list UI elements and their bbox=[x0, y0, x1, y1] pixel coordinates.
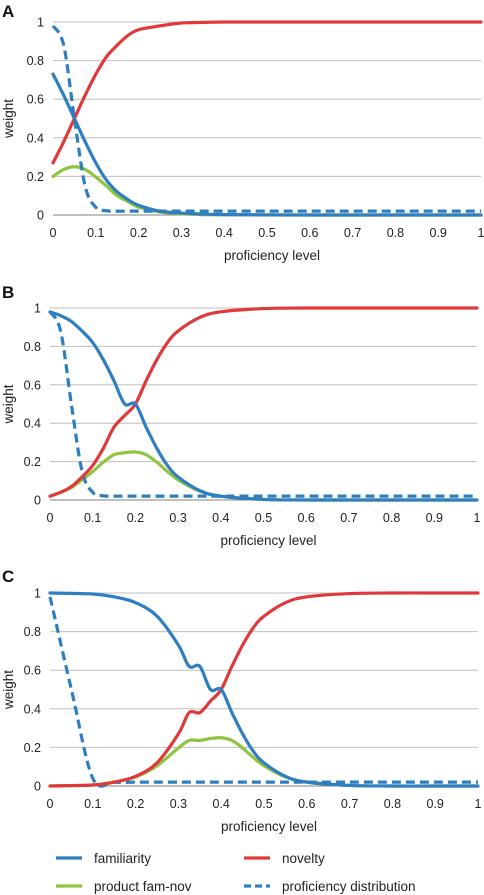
y-tick-label: 1 bbox=[34, 587, 41, 601]
y-tick-label: 0.2 bbox=[24, 455, 41, 469]
x-tick-label: 0.4 bbox=[216, 226, 233, 240]
x-tick-label: 0.6 bbox=[298, 511, 315, 525]
x-tick-label: 0 bbox=[47, 511, 54, 525]
panel-c: C 0 0.2 0.4 0.6 0.8 1 0 0.1 0.2 0.3 0.4 0.5 0.6 0.7 0.8… bbox=[1, 567, 482, 834]
y-tick-label: 0.8 bbox=[24, 625, 41, 639]
x-tick-label: 0.7 bbox=[341, 797, 358, 811]
x-tick-label: 0.4 bbox=[213, 797, 230, 811]
y-tick-label: 0.6 bbox=[27, 93, 44, 107]
legend-label: familiarity bbox=[94, 851, 151, 866]
panel-letter: C bbox=[2, 567, 14, 586]
legend-label: novelty bbox=[282, 851, 325, 866]
x-tick-label: 0 bbox=[47, 797, 54, 811]
y-tick-label: 0.2 bbox=[24, 741, 41, 755]
x-tick-label: 0 bbox=[50, 226, 57, 240]
y-tick-label: 0.6 bbox=[24, 664, 41, 678]
legend-item-familiarity: familiarity bbox=[56, 851, 151, 866]
series-line-product-fam-nov bbox=[48, 450, 479, 502]
y-tick-label: 0.2 bbox=[27, 170, 44, 184]
x-tick-label: 0.7 bbox=[340, 511, 357, 525]
x-tick-label: 0.3 bbox=[169, 511, 186, 525]
series-line-proficiency-distribution bbox=[51, 24, 481, 213]
x-tick-label: 0.6 bbox=[298, 797, 315, 811]
x-tick-label: 0.6 bbox=[301, 226, 318, 240]
x-axis-title: proficiency level bbox=[220, 533, 316, 548]
legend-item-proficiency-distribution: proficiency distribution bbox=[244, 879, 416, 894]
x-tick-label: 0.4 bbox=[212, 511, 229, 525]
legend-label: proficiency distribution bbox=[282, 879, 416, 894]
x-tick-label: 0.5 bbox=[255, 511, 272, 525]
series-line-familiarity bbox=[51, 72, 483, 217]
series-line-novelty bbox=[51, 20, 483, 165]
y-tick-label: 0.8 bbox=[27, 54, 44, 68]
x-tick-label: 0.7 bbox=[344, 226, 361, 240]
x-tick-label: 0.8 bbox=[383, 511, 400, 525]
series-line-familiarity bbox=[48, 310, 479, 502]
y-tick-label: 0.4 bbox=[27, 131, 44, 145]
legend-item-novelty: novelty bbox=[244, 851, 325, 866]
y-tick-label: 0.8 bbox=[24, 340, 41, 354]
x-tick-label: 1 bbox=[478, 226, 484, 240]
x-tick-label: 0.1 bbox=[87, 226, 104, 240]
panel-letter: A bbox=[2, 2, 14, 21]
x-tick-label: 1 bbox=[474, 511, 481, 525]
x-tick-label: 0.2 bbox=[127, 511, 144, 525]
x-tick-label: 0.2 bbox=[130, 226, 147, 240]
y-tick-label: 0.6 bbox=[24, 378, 41, 392]
panel-letter: B bbox=[2, 283, 14, 302]
series-line-proficiency-distribution bbox=[48, 310, 477, 498]
x-tick-label: 0.9 bbox=[427, 797, 444, 811]
panel-a: A 0 0.2 0.4 0.6 0.8 1 0 0.1 0.2 0.3 0.4 0.5 0.6 0.7 0.8… bbox=[1, 2, 484, 263]
y-axis-title: weight bbox=[1, 384, 16, 424]
series-line-familiarity bbox=[48, 591, 480, 788]
y-axis-title: weight bbox=[1, 670, 16, 710]
panels: A 0 0.2 0.4 0.6 0.8 1 0 0.1 0.2 0.3 0.4 0.5 0.6 0.7 0.8… bbox=[1, 2, 484, 834]
x-tick-label: 0.8 bbox=[384, 797, 401, 811]
series-line-proficiency-distribution bbox=[48, 596, 478, 788]
series-line-novelty bbox=[48, 591, 480, 788]
y-tick-label: 0 bbox=[34, 780, 41, 794]
x-tick-label: 0.9 bbox=[426, 511, 443, 525]
legend: familiarity novelty product fam-nov profici… bbox=[56, 851, 416, 894]
x-tick-label: 0.1 bbox=[84, 797, 101, 811]
x-tick-label: 0.1 bbox=[84, 511, 101, 525]
x-tick-label: 0.5 bbox=[258, 226, 275, 240]
x-tick-label: 1 bbox=[475, 797, 482, 811]
x-tick-label: 0.3 bbox=[173, 226, 190, 240]
y-tick-label: 1 bbox=[37, 16, 44, 30]
x-axis-title: proficiency level bbox=[221, 819, 317, 834]
series-line-novelty bbox=[48, 306, 479, 498]
x-axis-title: proficiency level bbox=[224, 248, 320, 263]
x-tick-label: 0.3 bbox=[170, 797, 187, 811]
legend-item-product-fam-nov: product fam-nov bbox=[56, 879, 192, 894]
y-axis-title: weight bbox=[1, 99, 16, 139]
x-tick-label: 0.8 bbox=[387, 226, 404, 240]
x-tick-label: 0.2 bbox=[127, 797, 144, 811]
y-tick-label: 0 bbox=[37, 209, 44, 223]
x-tick-label: 0.5 bbox=[255, 797, 272, 811]
y-tick-label: 0.4 bbox=[24, 702, 41, 716]
legend-label: product fam-nov bbox=[94, 879, 192, 894]
y-tick-label: 0.4 bbox=[24, 417, 41, 431]
panel-b: B 0 0.2 0.4 0.6 0.8 1 0 0.1 0.2 0.3 0.4 0.5 0.6 0.7 0.8… bbox=[1, 283, 481, 548]
y-tick-label: 0 bbox=[34, 494, 41, 508]
x-tick-label: 0.9 bbox=[430, 226, 447, 240]
y-tick-label: 1 bbox=[34, 302, 41, 316]
